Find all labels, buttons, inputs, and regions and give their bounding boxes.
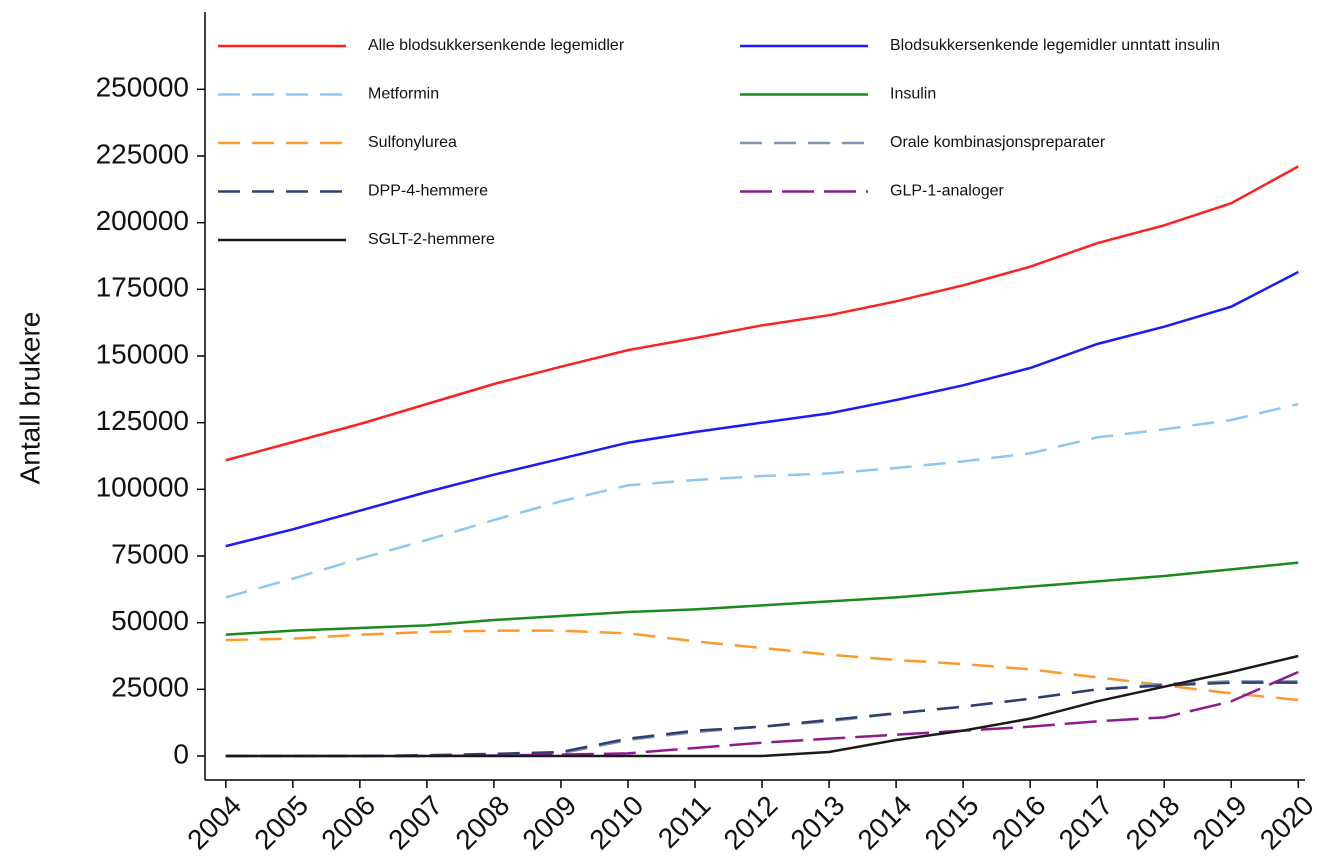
y-tick-label: 225000 xyxy=(96,138,189,169)
y-tick-label: 25000 xyxy=(111,672,189,703)
legend-label: Blodsukkersenkende legemidler unntatt in… xyxy=(890,37,1220,54)
series-line xyxy=(225,270,1299,548)
y-tick-label: 100000 xyxy=(96,472,189,503)
series-line xyxy=(225,629,1299,702)
x-tick-label: 2010 xyxy=(583,790,649,856)
legend-label: Insulin xyxy=(890,86,936,103)
series-line xyxy=(225,165,1299,462)
legend-label: SGLT-2-hemmere xyxy=(368,231,495,248)
y-tick-label: 50000 xyxy=(111,605,189,636)
x-tick-label: 2007 xyxy=(382,790,448,856)
x-tick-label: 2016 xyxy=(986,790,1052,856)
x-tick-label: 2009 xyxy=(516,790,582,856)
series-line xyxy=(225,561,1299,636)
y-tick-label: 75000 xyxy=(111,538,189,569)
series-line xyxy=(225,654,1299,758)
y-tick-label: 175000 xyxy=(96,272,189,303)
x-tick-label: 2015 xyxy=(919,790,985,856)
x-tick-label: 2004 xyxy=(181,790,247,856)
x-tick-label: 2017 xyxy=(1053,790,1119,856)
legend-label: Alle blodsukkersenkende legemidler xyxy=(368,37,625,54)
x-tick-label: 2012 xyxy=(718,790,784,856)
x-tick-label: 2013 xyxy=(785,790,851,856)
x-tick-label: 2018 xyxy=(1120,790,1186,856)
y-tick-label: 250000 xyxy=(96,72,189,103)
legend-label: Orale kombinasjonspreparater xyxy=(890,134,1106,151)
x-tick-label: 2005 xyxy=(248,790,314,856)
series-line xyxy=(225,670,1299,758)
y-tick-label: 200000 xyxy=(96,205,189,236)
series-line xyxy=(225,402,1299,599)
x-tick-label: 2019 xyxy=(1187,790,1253,856)
x-tick-label: 2006 xyxy=(315,790,381,856)
legend-label: GLP-1-analoger xyxy=(890,183,1005,200)
y-tick-label: 125000 xyxy=(96,405,189,436)
x-tick-label: 2008 xyxy=(449,790,515,856)
x-tick-label: 2011 xyxy=(652,790,717,855)
legend-label: Metformin xyxy=(368,86,439,103)
x-tick-label: 2014 xyxy=(852,790,918,856)
legend-label: DPP-4-hemmere xyxy=(368,183,488,200)
y-axis-label: Antall brukere xyxy=(14,312,45,485)
y-tick-label: 0 xyxy=(173,738,189,769)
x-tick-label: 2020 xyxy=(1254,790,1317,856)
y-tick-label: 150000 xyxy=(96,338,189,369)
legend-label: Sulfonylurea xyxy=(368,134,457,151)
